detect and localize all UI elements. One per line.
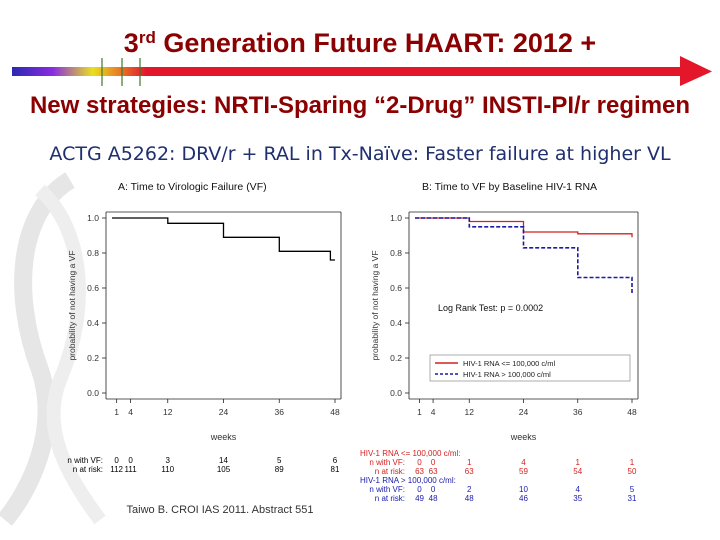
risk-value: 110 bbox=[161, 465, 174, 474]
risk-value: 10 bbox=[519, 485, 528, 494]
chart-annotation: Log Rank Test: p = 0.0002 bbox=[438, 303, 543, 313]
x-tick-label: 24 bbox=[519, 407, 529, 417]
series-line bbox=[112, 217, 335, 261]
risk-value: 50 bbox=[628, 467, 637, 476]
risk-value: 0 bbox=[417, 485, 422, 494]
citation: Taiwo B. CROI IAS 2011. Abstract 551 bbox=[126, 504, 314, 516]
x-axis-label: weeks bbox=[510, 432, 537, 442]
y-tick-label: 0.8 bbox=[390, 248, 402, 258]
x-tick-label: 48 bbox=[330, 407, 340, 417]
risk-value: 31 bbox=[628, 494, 637, 503]
risk-value: 48 bbox=[465, 494, 474, 503]
y-tick-label: 0.0 bbox=[390, 388, 402, 398]
risk-value: 5 bbox=[277, 456, 282, 465]
risk-value: 63 bbox=[415, 467, 424, 476]
risk-value: 0 bbox=[431, 485, 436, 494]
y-tick-label: 1.0 bbox=[87, 213, 99, 223]
timeline-arrow-shaft bbox=[12, 67, 684, 76]
risk-value: 3 bbox=[166, 456, 171, 465]
risk-value: 0 bbox=[114, 456, 119, 465]
risk-value: 1 bbox=[467, 458, 472, 467]
risk-row-label: n at risk: bbox=[375, 467, 405, 476]
series-line bbox=[415, 217, 633, 238]
y-tick-label: 0.2 bbox=[87, 353, 99, 363]
x-axis-label: weeks bbox=[210, 432, 237, 442]
y-tick-label: 0.0 bbox=[87, 388, 99, 398]
risk-value: 0 bbox=[431, 458, 436, 467]
risk-value: 46 bbox=[519, 494, 528, 503]
risk-row-label: n at risk: bbox=[73, 465, 103, 474]
x-tick-label: 36 bbox=[573, 407, 583, 417]
x-tick-label: 4 bbox=[431, 407, 436, 417]
risk-value: 4 bbox=[521, 458, 526, 467]
slide-title: 3rd Generation Future HAART: 2012 + bbox=[0, 28, 720, 59]
risk-value: 89 bbox=[275, 465, 284, 474]
risk-row-label: n with VF: bbox=[67, 456, 103, 465]
slide-secondary-title: New strategies: NRTI-Sparing “2-Drug” IN… bbox=[29, 92, 691, 119]
risk-value: 4 bbox=[576, 485, 581, 494]
x-tick-label: 1 bbox=[114, 407, 119, 417]
risk-value: 35 bbox=[573, 494, 582, 503]
x-tick-label: 48 bbox=[627, 407, 637, 417]
legend-label: HIV-1 RNA > 100,000 c/ml bbox=[463, 370, 551, 379]
x-tick-label: 1 bbox=[417, 407, 422, 417]
risk-group-label: HIV-1 RNA > 100,000 c/ml: bbox=[360, 476, 456, 485]
risk-group-label: HIV-1 RNA <= 100,000 c/ml: bbox=[360, 449, 461, 458]
y-axis-label: probability of not having a VF bbox=[370, 250, 380, 360]
y-tick-label: 0.8 bbox=[87, 248, 99, 258]
title-ordinal-number: 3 bbox=[123, 28, 139, 58]
risk-value: 48 bbox=[429, 494, 438, 503]
x-tick-label: 12 bbox=[163, 407, 173, 417]
y-tick-label: 0.2 bbox=[390, 353, 402, 363]
x-tick-label: 4 bbox=[128, 407, 133, 417]
x-tick-label: 36 bbox=[275, 407, 285, 417]
risk-value: 111 bbox=[124, 465, 137, 474]
legend-label: HIV-1 RNA <= 100,000 c/ml bbox=[463, 359, 555, 368]
risk-value: 1 bbox=[630, 458, 635, 467]
risk-value: 112 bbox=[110, 465, 123, 474]
legend-box bbox=[429, 354, 631, 382]
title-ordinal-suffix: rd bbox=[138, 28, 156, 47]
risk-value: 63 bbox=[429, 467, 438, 476]
chart-b: B: Time to VF by Baseline HIV-1 RNA 0.0 0.… bbox=[360, 181, 639, 503]
chart-title: A: Time to Virologic Failure (VF) bbox=[118, 181, 267, 193]
y-tick-label: 0.6 bbox=[87, 283, 99, 293]
risk-value: 14 bbox=[219, 456, 228, 465]
risk-value: 2 bbox=[467, 485, 472, 494]
y-tick-label: 1.0 bbox=[390, 213, 402, 223]
timeline-arrow bbox=[12, 56, 712, 86]
timeline-arrow-head bbox=[680, 56, 712, 86]
y-tick-label: 0.6 bbox=[390, 283, 402, 293]
risk-row-label: n at risk: bbox=[375, 494, 405, 503]
series-line bbox=[415, 217, 633, 295]
risk-value: 54 bbox=[573, 467, 582, 476]
x-tick-label: 24 bbox=[219, 407, 229, 417]
risk-value: 105 bbox=[217, 465, 231, 474]
risk-row-label: n with VF: bbox=[369, 458, 405, 467]
risk-value: 59 bbox=[519, 467, 528, 476]
risk-value: 0 bbox=[417, 458, 422, 467]
risk-value: 5 bbox=[630, 485, 635, 494]
x-tick-label: 12 bbox=[465, 407, 475, 417]
chart-a: A: Time to Virologic Failure (VF) 0.0 0.2 0… bbox=[67, 181, 342, 474]
background-ribbon-watermark bbox=[0, 172, 106, 526]
risk-row-label: n with VF: bbox=[369, 485, 405, 494]
risk-value: 63 bbox=[465, 467, 474, 476]
risk-value: 81 bbox=[331, 465, 340, 474]
chart-title: B: Time to VF by Baseline HIV-1 RNA bbox=[422, 181, 597, 193]
risk-value: 0 bbox=[128, 456, 133, 465]
y-axis-label: probability of not having a VF bbox=[67, 250, 77, 360]
risk-value: 49 bbox=[415, 494, 424, 503]
y-tick-label: 0.4 bbox=[87, 318, 99, 328]
title-ordinal: 3rd bbox=[124, 28, 156, 58]
risk-value: 6 bbox=[333, 456, 338, 465]
title-main-text: Generation Future HAART: 2012 + bbox=[163, 28, 597, 58]
y-tick-label: 0.4 bbox=[390, 318, 402, 328]
slide-subtitle: ACTG A5262: DRV/r + RAL in Tx-Naïve: Fas… bbox=[49, 143, 671, 165]
risk-value: 1 bbox=[576, 458, 581, 467]
